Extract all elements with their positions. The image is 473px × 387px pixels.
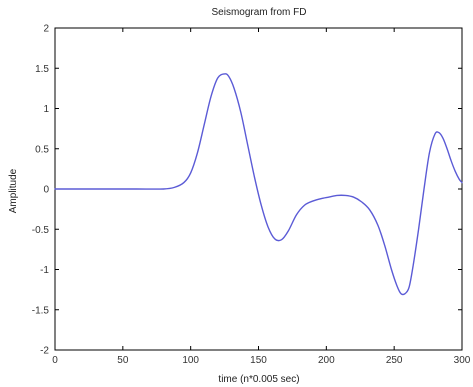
y-axis-title: Amplitude — [8, 168, 19, 213]
y-tick-label: -1.5 — [32, 305, 50, 316]
x-tick-label: 150 — [250, 355, 267, 366]
y-tick-label: 0.5 — [35, 144, 49, 155]
x-tick-label: 50 — [117, 355, 129, 366]
y-tick-label: -1 — [40, 265, 49, 276]
x-tick-label: 100 — [182, 355, 199, 366]
x-tick-label: 0 — [52, 355, 58, 366]
y-tick-label: 0 — [43, 185, 49, 196]
x-tick-label: 250 — [386, 355, 403, 366]
x-tick-label: 300 — [454, 355, 471, 366]
y-tick-label: 2 — [43, 24, 49, 35]
y-tick-label: -2 — [40, 346, 49, 357]
series-layer — [54, 73, 463, 296]
y-tick-label: -0.5 — [32, 225, 50, 236]
axis-ticks: 0 50 100 150 200 250 300 -2 -1.5 -1 -0.5 0 0.5 1 1.5 2 — [32, 24, 471, 367]
x-axis-title: time (n*0.005 sec) — [218, 374, 299, 385]
x-tick-label: 200 — [318, 355, 335, 366]
y-tick-label: 1 — [43, 104, 49, 115]
y-tick-label: 1.5 — [35, 64, 49, 75]
seismogram-line — [54, 73, 463, 296]
chart-title: Seismogram from FD — [211, 7, 306, 18]
